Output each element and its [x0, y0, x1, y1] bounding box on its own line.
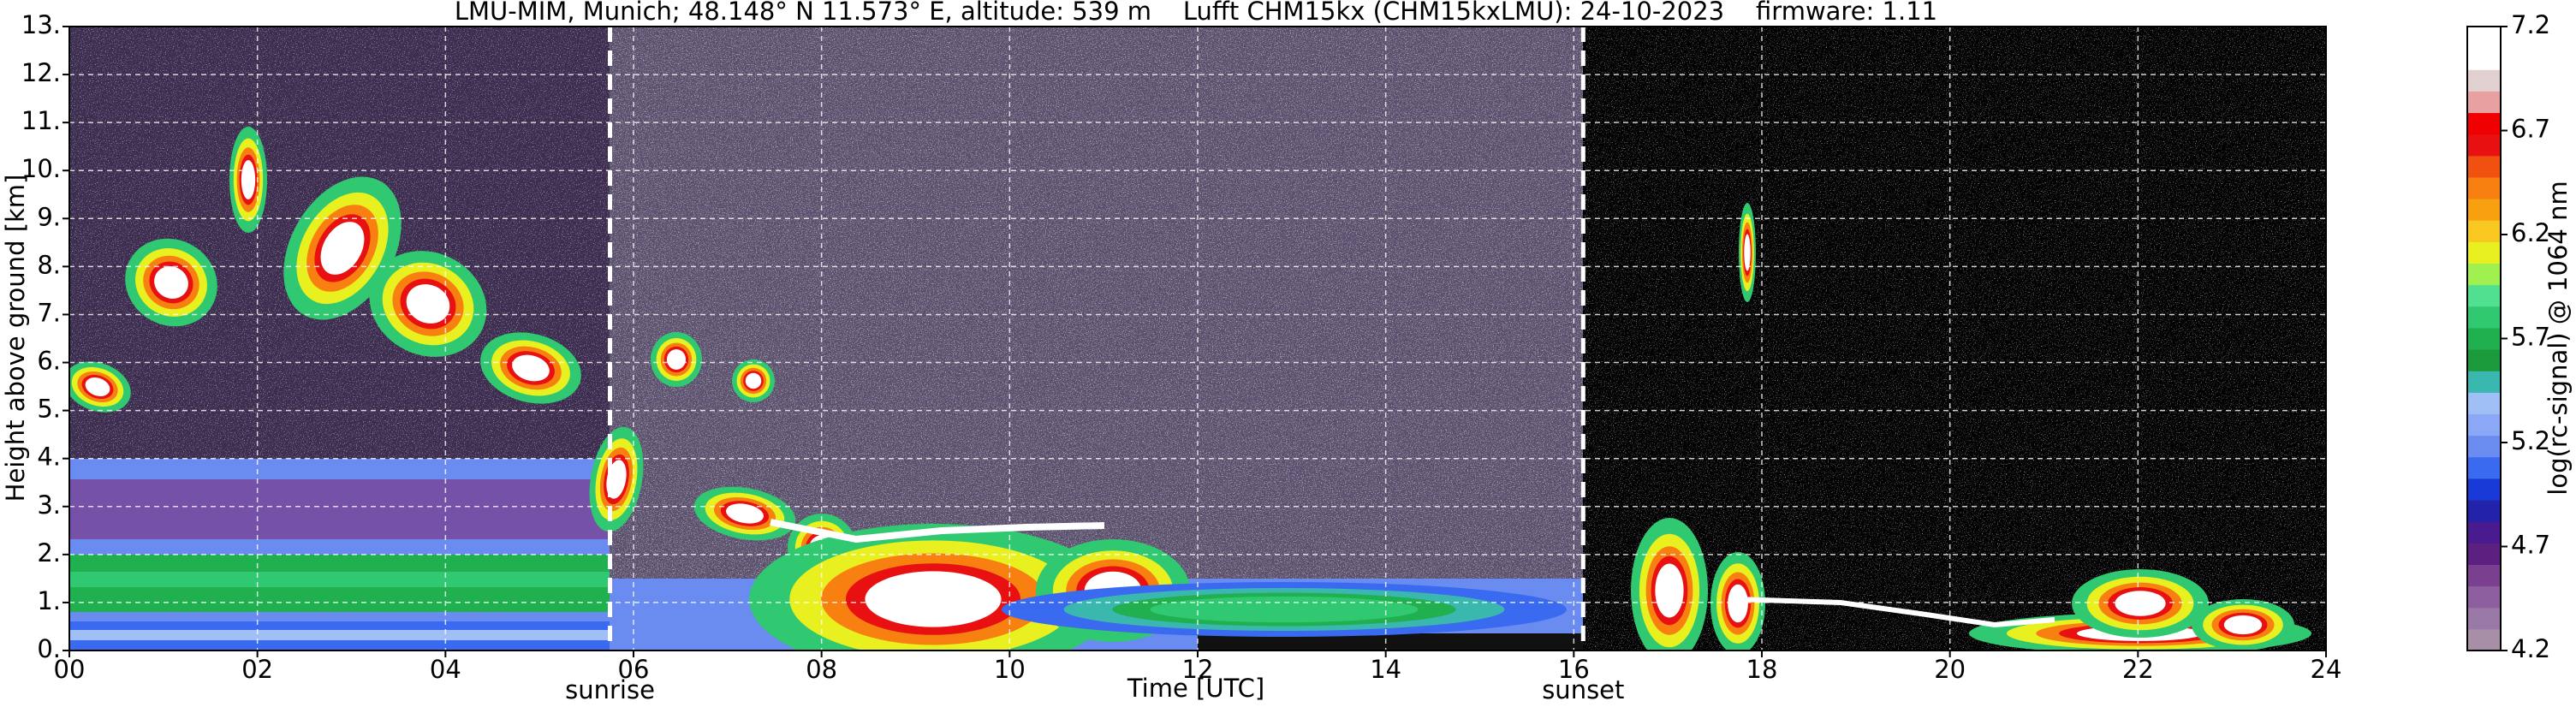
colorbar-segment [2467, 456, 2501, 479]
colorbar-segment [2467, 241, 2501, 264]
colorbar-segment [2467, 284, 2501, 307]
colorbar-frame [2466, 26, 2502, 651]
colorbar-segment [2467, 112, 2501, 135]
x-tick-label: 00 [54, 655, 86, 684]
heatmap-feature [1655, 563, 1684, 618]
y-tick-label: 2. [37, 538, 61, 567]
x-tick-label: 20 [1934, 655, 1966, 684]
x-tick-label: 04 [430, 655, 461, 684]
heatmap-feature [1150, 596, 1419, 623]
y-tick-label: 0. [37, 634, 61, 663]
y-tick-label: 4. [37, 443, 61, 472]
y-tick-label: 9. [37, 202, 61, 231]
y-tick-label: 3. [37, 490, 61, 520]
colorbar-segment [2467, 564, 2501, 587]
colorbar-segment [2467, 371, 2501, 393]
heatmap-feature [2115, 591, 2166, 616]
colorbar-segment [2467, 199, 2501, 221]
feature-line [1737, 597, 2055, 628]
colorbar-segment [2467, 91, 2501, 114]
heatmap-feature [241, 160, 256, 199]
colorbar-segment [2467, 628, 2501, 651]
colorbar-segment [2467, 607, 2501, 630]
feature-line [770, 519, 1105, 544]
y-tick-label: 1. [37, 586, 61, 615]
heatmap [69, 27, 2326, 651]
annotation-label: sunset [1542, 675, 1624, 704]
colorbar-segment [2467, 349, 2501, 371]
colorbar-segment [2467, 220, 2501, 242]
colorbar-segment [2467, 478, 2501, 501]
colorbar-tick-label: 5.7 [2511, 323, 2550, 352]
heatmap-feature [865, 571, 1002, 627]
heatmap-feature [745, 372, 762, 389]
colorbar-segment [2467, 27, 2501, 49]
x-tick-label: 16 [1558, 655, 1590, 684]
x-tick-label: 08 [806, 655, 837, 684]
y-tick-label: 10. [21, 154, 61, 183]
chart-title: LMU-MIM, Munich; 48.148° N 11.573° E, al… [455, 0, 1937, 26]
colorbar-segment [2467, 392, 2501, 414]
colorbar-segment [2467, 327, 2501, 350]
colorbar-label: log(rc-signal) @ 1064 nm [2543, 181, 2573, 495]
colorbar-segment [2467, 585, 2501, 609]
colorbar-tick-label: 7.2 [2511, 10, 2550, 39]
x-tick-label: 14 [1370, 655, 1401, 684]
x-tick-label: 18 [1746, 655, 1778, 684]
aerosol-layer [69, 630, 610, 640]
colorbar-segment [2467, 413, 2501, 437]
colorbar-segment [2467, 500, 2501, 522]
y-tick-label: 11. [21, 106, 61, 135]
heatmap-feature [1728, 584, 1748, 623]
colorbar-segment [2467, 155, 2501, 178]
heatmap-feature [726, 503, 764, 524]
y-tick-label: 8. [37, 250, 61, 279]
x-tick-label: 02 [241, 655, 273, 684]
heatmap-feature [2223, 615, 2263, 635]
colorbar-segment [2467, 176, 2501, 199]
colorbar-segment [2467, 306, 2501, 329]
x-tick-label: 06 [618, 655, 650, 684]
y-axis-label: Height above ground [km] [1, 175, 30, 502]
annotation-label: sunrise [565, 675, 655, 704]
x-tick-label: 24 [2311, 655, 2342, 684]
colorbar-tick-label: 4.2 [2511, 634, 2550, 663]
heatmap-feature [85, 377, 110, 396]
colorbar-tick-label: 6.2 [2511, 218, 2550, 247]
y-tick-label: 12. [21, 58, 61, 87]
colorbar-segment [2467, 263, 2501, 286]
x-tick-label: 12 [1182, 655, 1214, 684]
colorbar-segment [2467, 48, 2501, 70]
heatmap-feature [1744, 234, 1751, 271]
colorbar-segment [2467, 543, 2501, 565]
colorbar-tick-label: 4.7 [2511, 531, 2550, 560]
colorbar-segment [2467, 69, 2501, 92]
x-tick-label: 22 [2122, 655, 2154, 684]
y-tick-label: 6. [37, 347, 61, 376]
heatmap-feature [406, 284, 450, 324]
colorbar-tick-label: 6.7 [2511, 115, 2550, 144]
colorbar-segment [2467, 435, 2501, 458]
heatmap-feature [512, 354, 550, 382]
x-tick-label: 10 [994, 655, 1026, 684]
aerosol-layer [69, 479, 610, 539]
y-tick-label: 7. [37, 298, 61, 327]
heatmap-feature [666, 349, 687, 370]
aerosol-layer [1198, 633, 1583, 651]
colorbar-segment [2467, 521, 2501, 544]
heatmap-feature [320, 222, 365, 275]
y-tick-label: 5. [37, 395, 61, 424]
x-axis-label: Time [UTC] [1127, 674, 1264, 703]
plot-frame [68, 26, 2327, 651]
colorbar-tick-label: 5.2 [2511, 426, 2550, 455]
aerosol-layer [69, 572, 610, 587]
colorbar-segment [2467, 134, 2501, 157]
heatmap-feature [154, 266, 188, 299]
y-tick-label: 13. [21, 10, 61, 39]
